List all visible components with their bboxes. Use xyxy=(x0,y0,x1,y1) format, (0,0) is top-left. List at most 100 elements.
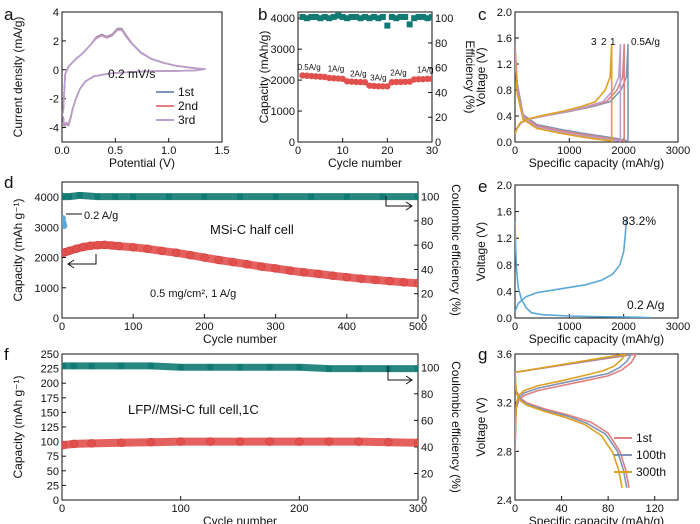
y-right-tick-label: 20 xyxy=(421,468,433,480)
data-point xyxy=(424,75,431,83)
data-point xyxy=(428,75,432,83)
y-axis-label: Capacity (mAh g⁻¹) xyxy=(11,375,25,478)
data-point xyxy=(339,13,346,20)
data-point xyxy=(312,13,319,20)
y-tick-label: 0.4 xyxy=(497,111,512,123)
data-point xyxy=(415,75,422,83)
y-right-tick-label: 60 xyxy=(421,415,433,427)
data-point xyxy=(393,78,400,86)
data-point xyxy=(352,78,360,86)
data-point xyxy=(379,83,387,90)
series-band xyxy=(62,437,418,450)
y-tick-label: 4 xyxy=(53,7,59,19)
y-tick-label: 2.0 xyxy=(497,180,512,192)
y-tick-label: -4 xyxy=(49,123,59,135)
data-point xyxy=(370,13,377,20)
data-point xyxy=(314,269,323,279)
data-point xyxy=(112,193,119,200)
x-axis-label: Cycle number xyxy=(203,514,277,524)
data-point xyxy=(361,79,369,86)
y-tick-label: 2.4 xyxy=(497,495,512,507)
y-right-tick-label: 80 xyxy=(435,38,447,50)
data-point xyxy=(76,192,83,199)
data-point xyxy=(171,248,181,257)
y-tick-label: 1.2 xyxy=(497,59,512,71)
annotation: 0.5 mg/cm², 1 A/g xyxy=(150,288,236,300)
y-right-axis-label: Coulombic efficiency (%) xyxy=(449,361,463,493)
panel-letter-f: f xyxy=(4,345,9,364)
data-point xyxy=(342,272,352,282)
data-point xyxy=(200,253,209,262)
y-right-tick-label: 40 xyxy=(421,442,433,454)
legend-label: 1st xyxy=(178,85,195,99)
y-right-tick-label: 0 xyxy=(435,137,441,149)
plot-area xyxy=(62,362,418,450)
x-tick-label: 400 xyxy=(338,321,356,333)
y-tick-label: 0.8 xyxy=(497,260,512,272)
x-tick-label: 0 xyxy=(59,321,65,333)
data-point xyxy=(118,362,125,369)
x-tick-label: 40 xyxy=(555,503,567,515)
data-point xyxy=(375,15,382,22)
y-right-tick-label: 40 xyxy=(435,87,447,99)
data-point xyxy=(393,15,400,22)
data-point xyxy=(79,242,88,252)
data-point xyxy=(324,437,334,446)
y-right-tick-label: 0 xyxy=(421,495,427,507)
x-tick-label: 0.5 xyxy=(108,145,123,157)
data-point xyxy=(397,13,404,20)
arrow-to-left-axis xyxy=(67,254,97,269)
data-point xyxy=(375,83,382,90)
x-axis-label: Potential (V) xyxy=(109,156,175,170)
data-point xyxy=(295,437,304,446)
data-point xyxy=(335,12,342,19)
data-point xyxy=(379,193,386,200)
data-point xyxy=(330,13,337,20)
x-axis-label: Specific capacity (mAh/g) xyxy=(529,332,664,346)
data-point xyxy=(321,13,328,20)
plot-frame xyxy=(61,353,419,501)
y-tick-label: 2.8 xyxy=(497,446,512,458)
y-tick-label: 3.6 xyxy=(497,349,512,361)
y-axis-label: Voltage (V) xyxy=(474,47,488,106)
data-point xyxy=(308,193,315,200)
y-tick-label: 3000 xyxy=(271,44,295,56)
data-point xyxy=(143,244,152,254)
data-point xyxy=(415,365,418,372)
x-tick-label: 200 xyxy=(290,503,308,515)
data-point xyxy=(176,437,185,446)
plot-frame xyxy=(514,11,679,143)
y-tick-label: 2 xyxy=(53,36,59,48)
data-point xyxy=(343,193,350,200)
data-point xyxy=(242,259,252,269)
data-point xyxy=(237,193,243,200)
panel-a: 0.0 0.5 1.0 1.5 -4 -2 0 2 4 Potential (V) Current … xyxy=(11,7,230,170)
data-point xyxy=(266,364,273,371)
data-point xyxy=(326,15,333,22)
series-line xyxy=(515,43,622,142)
x-tick-label: 1000 xyxy=(557,321,581,333)
annotation: 83.2% xyxy=(622,214,656,228)
data-point xyxy=(237,364,243,371)
y-right-tick-label: 60 xyxy=(421,240,433,252)
plot-area xyxy=(515,354,637,488)
panel-letter-c: c xyxy=(478,5,487,24)
data-point xyxy=(424,15,431,22)
data-point xyxy=(413,438,418,448)
series-line xyxy=(515,354,627,488)
y-tick-label: -2 xyxy=(49,94,59,106)
panel-letter-g: g xyxy=(478,345,487,364)
data-point xyxy=(185,250,195,260)
x-tick-label: 3000 xyxy=(666,145,690,157)
y-axis-label: Voltage (V) xyxy=(474,397,488,456)
y-tick-label: 3000 xyxy=(35,222,59,234)
x-tick-label: 1.0 xyxy=(161,145,176,157)
y-tick-label: 125 xyxy=(41,422,59,434)
legend-label: 2nd xyxy=(178,99,198,113)
rate-label: 1A/g xyxy=(328,64,344,73)
y-tick-label: 0 xyxy=(53,313,59,325)
y-right-tick-label: 80 xyxy=(421,216,433,228)
panel-letter-e: e xyxy=(478,177,487,196)
data-point xyxy=(117,438,126,448)
